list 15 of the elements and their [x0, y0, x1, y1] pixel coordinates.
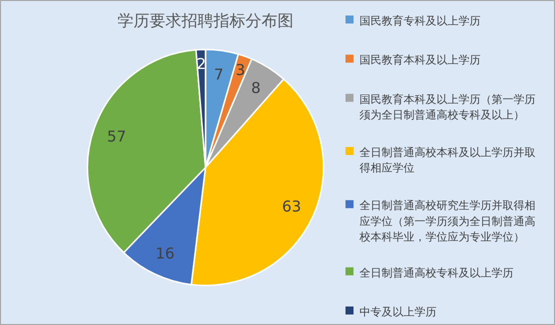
- legend-label: 国民教育专科及以上学历: [360, 14, 480, 28]
- legend-label: 国民教育本科及以上学历（第一学历须为全日制普通高校专科及以上）: [360, 92, 536, 122]
- data-label: 8: [251, 79, 261, 98]
- legend-label: 国民教育本科及以上学历: [360, 54, 480, 67]
- legend-label: 全日制普通高校研究生学历并取得相应学位（第一学历须为全日制普通高校本科毕业，学位应为专业学位）: [358, 199, 536, 244]
- legend-label: 全日制普通高校本科及以上学历并取得相应学位: [360, 146, 536, 175]
- data-label: 3: [236, 61, 246, 80]
- data-label: 63: [282, 198, 302, 216]
- data-label: 57: [107, 127, 126, 146]
- legend-label: 全日制普通高校专科及以上学历: [360, 266, 514, 280]
- data-label: 7: [214, 66, 224, 84]
- data-label: 2: [196, 55, 206, 74]
- data-label: 16: [155, 244, 175, 262]
- legend-label: 中专及以上学历: [360, 306, 436, 318]
- chart-title: 学历要求招聘指标分布图: [118, 11, 294, 30]
